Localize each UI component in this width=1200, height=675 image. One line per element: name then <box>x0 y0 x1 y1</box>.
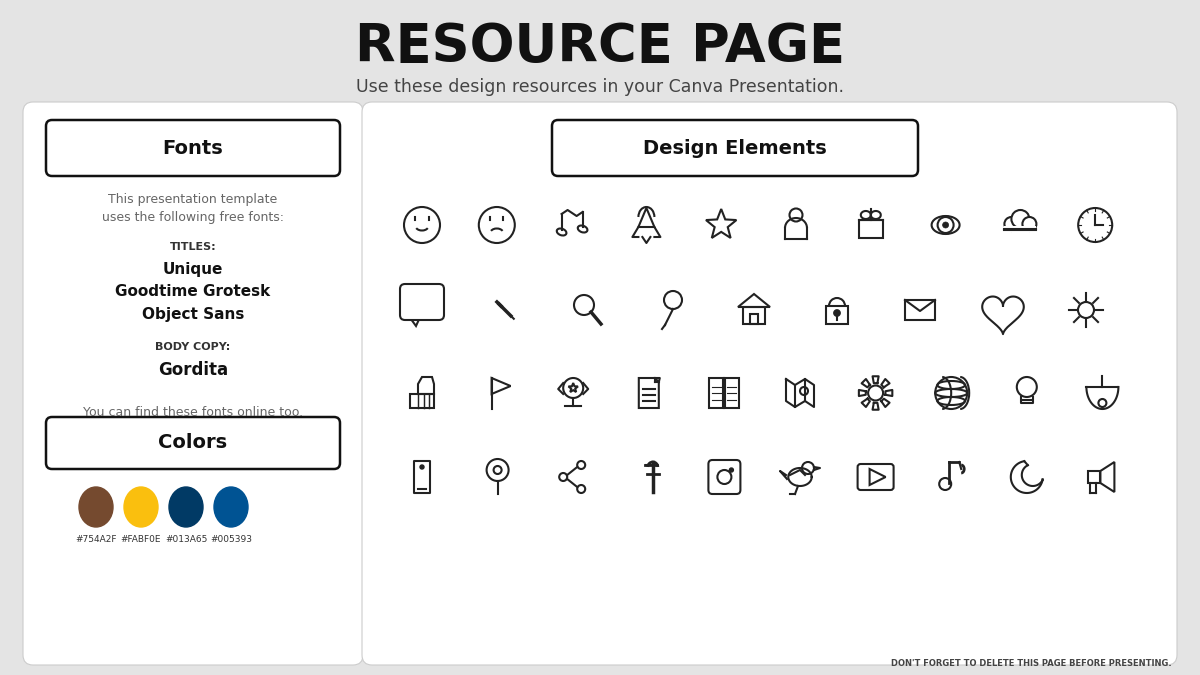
Text: DON'T FORGET TO DELETE THIS PAGE BEFORE PRESENTING.: DON'T FORGET TO DELETE THIS PAGE BEFORE … <box>892 659 1172 668</box>
Text: Design Elements: Design Elements <box>643 138 827 157</box>
Bar <box>743 307 766 324</box>
Text: #754A2F: #754A2F <box>76 535 116 543</box>
Ellipse shape <box>169 487 203 527</box>
FancyBboxPatch shape <box>552 120 918 176</box>
Bar <box>826 306 848 324</box>
Text: Use these design resources in your Canva Presentation.: Use these design resources in your Canva… <box>356 78 844 96</box>
Circle shape <box>1022 217 1037 231</box>
Polygon shape <box>408 315 421 326</box>
Bar <box>1088 471 1100 483</box>
Bar <box>725 378 739 408</box>
Text: Fonts: Fonts <box>163 138 223 157</box>
Bar <box>410 394 434 408</box>
Text: BODY COPY:: BODY COPY: <box>155 342 230 352</box>
FancyBboxPatch shape <box>46 417 340 469</box>
Ellipse shape <box>124 487 158 527</box>
Circle shape <box>1004 217 1019 231</box>
FancyBboxPatch shape <box>362 102 1177 665</box>
FancyBboxPatch shape <box>23 102 364 665</box>
Text: Goodtime Grotesk: Goodtime Grotesk <box>115 284 271 300</box>
Text: #013A65: #013A65 <box>164 535 208 543</box>
FancyBboxPatch shape <box>400 284 444 320</box>
Bar <box>859 220 883 238</box>
Bar <box>414 461 430 493</box>
FancyBboxPatch shape <box>46 120 340 176</box>
Circle shape <box>420 465 424 469</box>
Text: Gordita: Gordita <box>158 361 228 379</box>
Text: Colors: Colors <box>158 433 228 452</box>
Text: This presentation template: This presentation template <box>108 192 277 205</box>
Text: #FABF0E: #FABF0E <box>121 535 161 543</box>
Ellipse shape <box>79 487 113 527</box>
Bar <box>709 378 724 408</box>
Bar <box>905 300 935 320</box>
Text: Unique: Unique <box>163 261 223 277</box>
Text: Object Sans: Object Sans <box>142 308 244 323</box>
Text: #005393: #005393 <box>210 535 252 543</box>
Bar <box>1004 226 1037 232</box>
Text: uses the following free fonts:: uses the following free fonts: <box>102 211 284 223</box>
Bar <box>750 314 758 324</box>
Text: RESOURCE PAGE: RESOURCE PAGE <box>355 21 845 73</box>
Ellipse shape <box>214 487 248 527</box>
Circle shape <box>834 310 840 317</box>
Circle shape <box>730 468 733 472</box>
Circle shape <box>943 222 948 228</box>
Text: TITLES:: TITLES: <box>169 242 216 252</box>
Text: You can find these fonts online too.: You can find these fonts online too. <box>83 406 304 419</box>
Circle shape <box>1012 210 1030 228</box>
